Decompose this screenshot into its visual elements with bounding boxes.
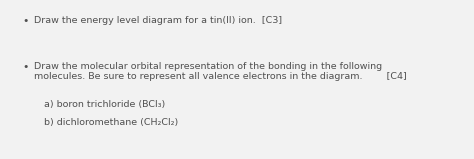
Text: a) boron trichloride (BCl₃): a) boron trichloride (BCl₃): [44, 100, 165, 109]
Text: Draw the energy level diagram for a tin(II) ion.  [C3]: Draw the energy level diagram for a tin(…: [34, 16, 282, 25]
Text: b) dichloromethane (CH₂Cl₂): b) dichloromethane (CH₂Cl₂): [44, 118, 178, 127]
Text: molecules. Be sure to represent all valence electrons in the diagram.        [C4: molecules. Be sure to represent all vale…: [34, 72, 407, 81]
Text: Draw the molecular orbital representation of the bonding in the following: Draw the molecular orbital representatio…: [34, 62, 382, 71]
Text: •: •: [22, 62, 28, 72]
Text: •: •: [22, 16, 28, 26]
